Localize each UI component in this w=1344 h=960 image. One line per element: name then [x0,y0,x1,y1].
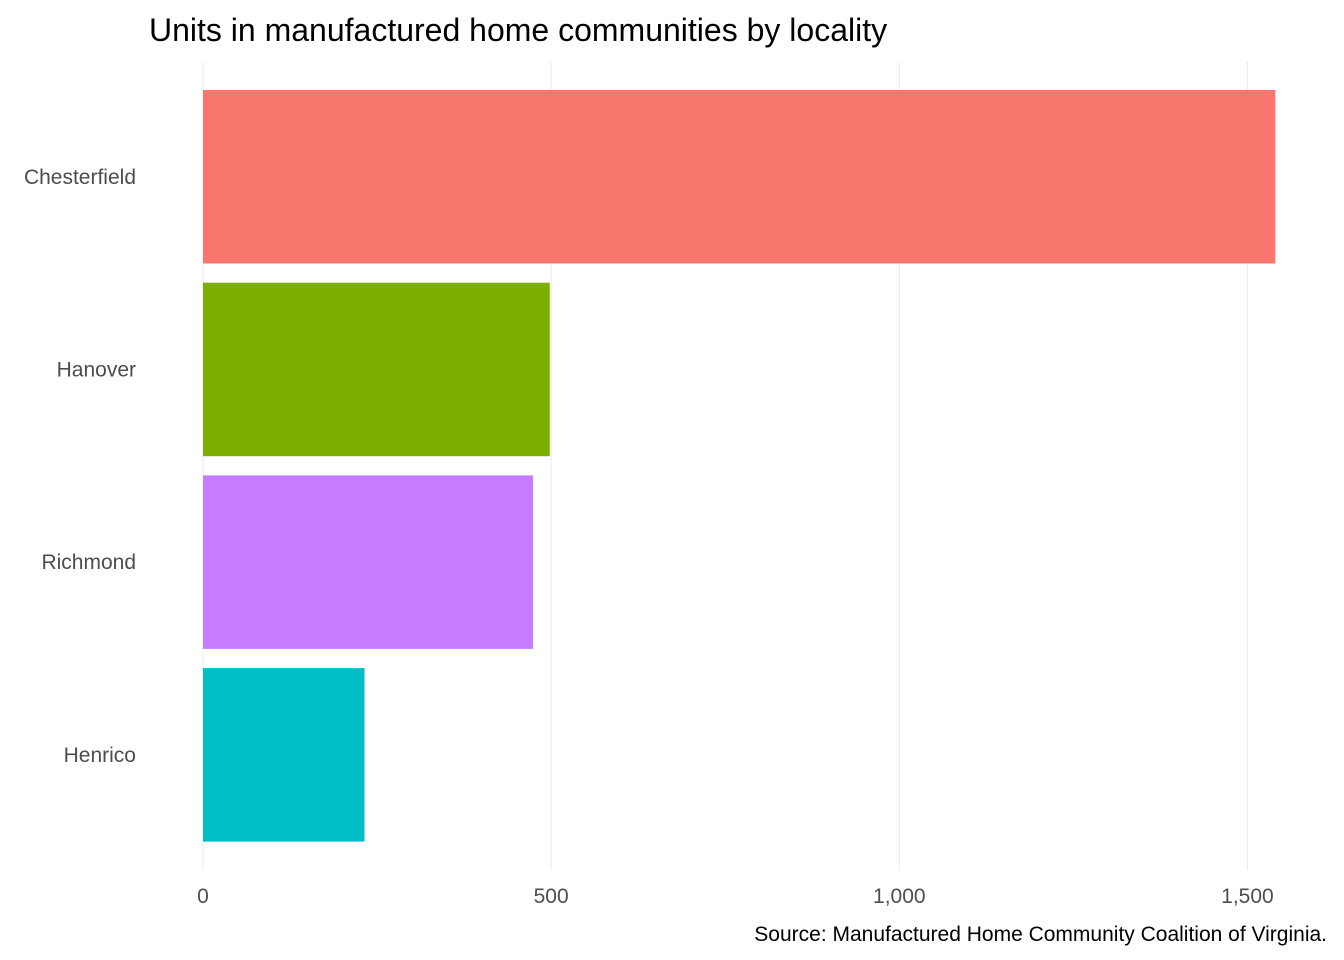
x-axis-ticks: 0 500 1,000 1,500 [197,885,1274,908]
x-tick-label: 1,000 [873,885,926,908]
x-tick-label: 500 [534,885,569,908]
y-axis-ticks: Chesterfield Hanover Richmond Henrico [24,166,136,767]
bar-hanover [203,282,550,457]
bars [203,90,1276,842]
x-tick-label: 0 [197,885,209,908]
y-tick-label: Hanover [57,358,136,381]
bar-henrico [203,668,365,842]
chart-caption: Source: Manufactured Home Community Coal… [754,923,1327,946]
y-tick-label: Chesterfield [24,166,136,189]
bar-richmond [203,475,534,649]
y-tick-label: Henrico [64,744,136,767]
chart-title: Units in manufactured home communities b… [149,12,887,48]
x-tick-label: 1,500 [1221,885,1274,908]
y-tick-label: Richmond [41,551,136,574]
bar-chesterfield [203,90,1276,264]
